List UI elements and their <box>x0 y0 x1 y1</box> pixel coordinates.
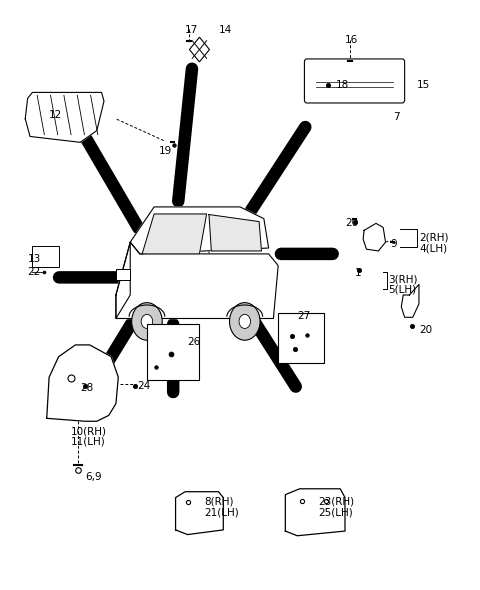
Text: 12: 12 <box>49 110 62 120</box>
Text: 1: 1 <box>355 268 361 278</box>
Polygon shape <box>401 284 419 317</box>
Text: 10(RH): 10(RH) <box>71 426 107 436</box>
Text: 3(RH): 3(RH) <box>388 274 418 284</box>
Text: 20: 20 <box>419 325 432 335</box>
Text: 19: 19 <box>159 146 172 156</box>
Circle shape <box>132 303 162 340</box>
Polygon shape <box>209 215 262 251</box>
Polygon shape <box>25 93 104 142</box>
Text: 7: 7 <box>393 112 399 122</box>
Polygon shape <box>176 491 223 535</box>
Bar <box>116 268 130 280</box>
Polygon shape <box>116 242 278 319</box>
Circle shape <box>141 314 153 329</box>
Polygon shape <box>47 345 118 421</box>
Polygon shape <box>363 224 385 251</box>
Text: 9: 9 <box>390 239 397 249</box>
Text: 21(LH): 21(LH) <box>204 507 239 517</box>
Text: 8(RH): 8(RH) <box>204 497 234 507</box>
Text: 15: 15 <box>417 80 430 90</box>
Text: 28: 28 <box>80 383 94 393</box>
Circle shape <box>239 314 251 329</box>
Text: 18: 18 <box>336 80 348 90</box>
Polygon shape <box>142 214 206 254</box>
Text: 22: 22 <box>28 267 41 277</box>
Polygon shape <box>130 207 269 254</box>
Text: 26: 26 <box>188 337 201 347</box>
Bar <box>33 246 59 267</box>
Bar <box>147 324 199 380</box>
Text: 17: 17 <box>185 25 198 35</box>
Bar <box>278 313 324 362</box>
Text: 20: 20 <box>345 218 358 228</box>
Text: 23(RH): 23(RH) <box>319 497 355 507</box>
Text: 4(LH): 4(LH) <box>419 243 447 253</box>
Text: 2(RH): 2(RH) <box>419 232 448 242</box>
Text: 24: 24 <box>137 381 151 391</box>
Text: 13: 13 <box>28 254 41 264</box>
Text: 27: 27 <box>297 310 311 320</box>
Polygon shape <box>285 489 345 536</box>
Text: 6,9: 6,9 <box>85 472 102 482</box>
Text: 14: 14 <box>218 25 232 35</box>
Text: 5(LH): 5(LH) <box>388 285 416 295</box>
Text: 11(LH): 11(LH) <box>71 437 105 447</box>
Circle shape <box>229 303 260 340</box>
Text: 25(LH): 25(LH) <box>319 507 353 517</box>
Polygon shape <box>116 242 130 319</box>
Text: 16: 16 <box>345 35 358 45</box>
